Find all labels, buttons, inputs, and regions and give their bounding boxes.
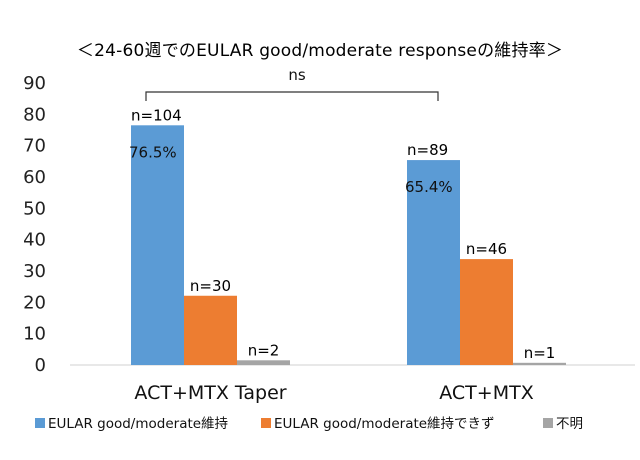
y-tick-label: 50 [23,198,46,219]
x-category-label: ACT+MTX Taper [134,382,286,404]
chart-title: ＜24-60週でのEULAR good/moderate responseの維持… [76,41,564,61]
y-tick-label: 30 [23,261,46,282]
x-category-label: ACT+MTX [439,382,533,404]
data-label: n=30 [190,277,231,295]
bar-1-2 [407,160,460,365]
y-tick-label: 80 [23,104,46,125]
percent-label: 76.5% [129,143,177,161]
y-tick-label: 70 [23,136,46,157]
bar-1-1 [131,125,184,365]
y-tick-label: 40 [23,230,46,251]
legend-swatch [261,418,271,428]
legend-swatch [35,418,45,428]
significance-label: ns [288,66,306,84]
data-label: n=2 [248,341,280,359]
bar-2-2 [460,259,513,365]
bar-3-1 [237,360,290,365]
y-tick-label: 20 [23,292,46,313]
significance-bracket [145,91,439,101]
legend-label: EULAR good/moderate維持 [48,416,228,432]
legend-label: 不明 [556,416,583,432]
bar-2-1 [184,295,237,365]
percent-label: 65.4% [405,178,453,196]
data-label: n=1 [524,344,556,362]
bar-3-2 [513,362,566,365]
y-tick-label: 90 [23,73,46,94]
y-tick-label: 10 [23,324,46,345]
data-label: n=89 [407,141,448,159]
y-tick-label: 60 [23,167,46,188]
y-tick-label: 0 [35,355,46,376]
data-label: n=46 [466,240,507,258]
legend-swatch [543,418,553,428]
data-label: n=104 [131,106,182,124]
legend-label: EULAR good/moderate維持できず [274,416,495,432]
